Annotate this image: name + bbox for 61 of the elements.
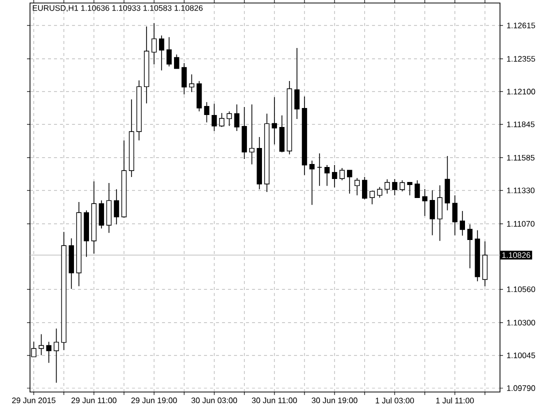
- candlestick: [339, 168, 345, 181]
- candlestick: [182, 62, 187, 95]
- candlestick: [219, 112, 224, 128]
- candlestick: [332, 164, 338, 188]
- y-tick-label: 1.12355: [507, 56, 536, 62]
- candlestick: [166, 36, 172, 67]
- candlestick: [437, 184, 442, 242]
- x-tick-label: 29 Jun 2015: [12, 398, 56, 404]
- candlestick: [377, 186, 382, 198]
- x-tick-label: 29 Jun 11:00: [72, 398, 116, 404]
- candlestick: [346, 170, 352, 194]
- candlestick: [151, 22, 157, 65]
- candlestick: [467, 224, 473, 269]
- candlestick: [204, 102, 210, 123]
- candlestick: [392, 178, 398, 196]
- candlestick: [444, 156, 450, 211]
- y-tick-label: 1.11070: [507, 220, 535, 227]
- candlestick: [159, 35, 164, 71]
- candlestick: [414, 180, 420, 198]
- y-tick-label: 1.11330: [507, 188, 535, 194]
- candlestick: [400, 180, 405, 192]
- candlestick: [212, 103, 217, 132]
- ref-line-label: 1.10826: [502, 252, 530, 258]
- candlestick: [422, 188, 428, 216]
- x-tick-label: 1 Jul 03:00: [376, 398, 414, 404]
- candlestick: [384, 178, 390, 194]
- candlestick: [430, 190, 435, 236]
- candlestick: [294, 48, 300, 120]
- x-tick-label: 29 Jun 19:00: [131, 398, 177, 404]
- y-tick-label: 1.12100: [507, 88, 536, 94]
- candlestick: [54, 328, 59, 384]
- candlestick: [249, 104, 254, 165]
- candlestick: [407, 182, 412, 196]
- candlestick: [272, 96, 278, 145]
- y-tick-label: 1.10560: [507, 286, 536, 292]
- candlestick: [46, 341, 52, 364]
- x-tick-label: 1 Jul 11:00: [436, 398, 474, 404]
- candlestick: [460, 210, 465, 236]
- candlestick: [38, 334, 44, 356]
- candlestick: [309, 160, 315, 206]
- candlestick: [189, 74, 194, 92]
- candlestick: [354, 178, 360, 196]
- x-tick-label: 30 Jun 19:00: [312, 398, 358, 404]
- candlestick: [362, 176, 368, 200]
- candlestick: [370, 190, 375, 205]
- candlestick: [226, 110, 232, 126]
- candlestick: [174, 54, 180, 69]
- y-tick-label: 1.11585: [507, 154, 535, 161]
- candlestick: [324, 164, 330, 186]
- y-tick-label: 1.10045: [507, 352, 536, 358]
- candlestick: [98, 200, 104, 229]
- candlestick: [234, 104, 240, 132]
- chart-title: EURUSD,H1 1.10636 1.10933 1.10583 1.10826: [32, 5, 203, 12]
- y-tick-label: 1.10300: [507, 320, 536, 326]
- y-tick-label: 1.09790: [507, 385, 536, 391]
- y-tick-label: 1.11845: [507, 121, 535, 128]
- candlestick: [452, 194, 458, 236]
- y-tick-label: 1.12615: [507, 22, 536, 28]
- x-tick-label: 30 Jun 11:00: [252, 398, 297, 404]
- candlestick: [114, 188, 120, 225]
- x-tick-label: 30 Jun 03:00: [191, 398, 238, 404]
